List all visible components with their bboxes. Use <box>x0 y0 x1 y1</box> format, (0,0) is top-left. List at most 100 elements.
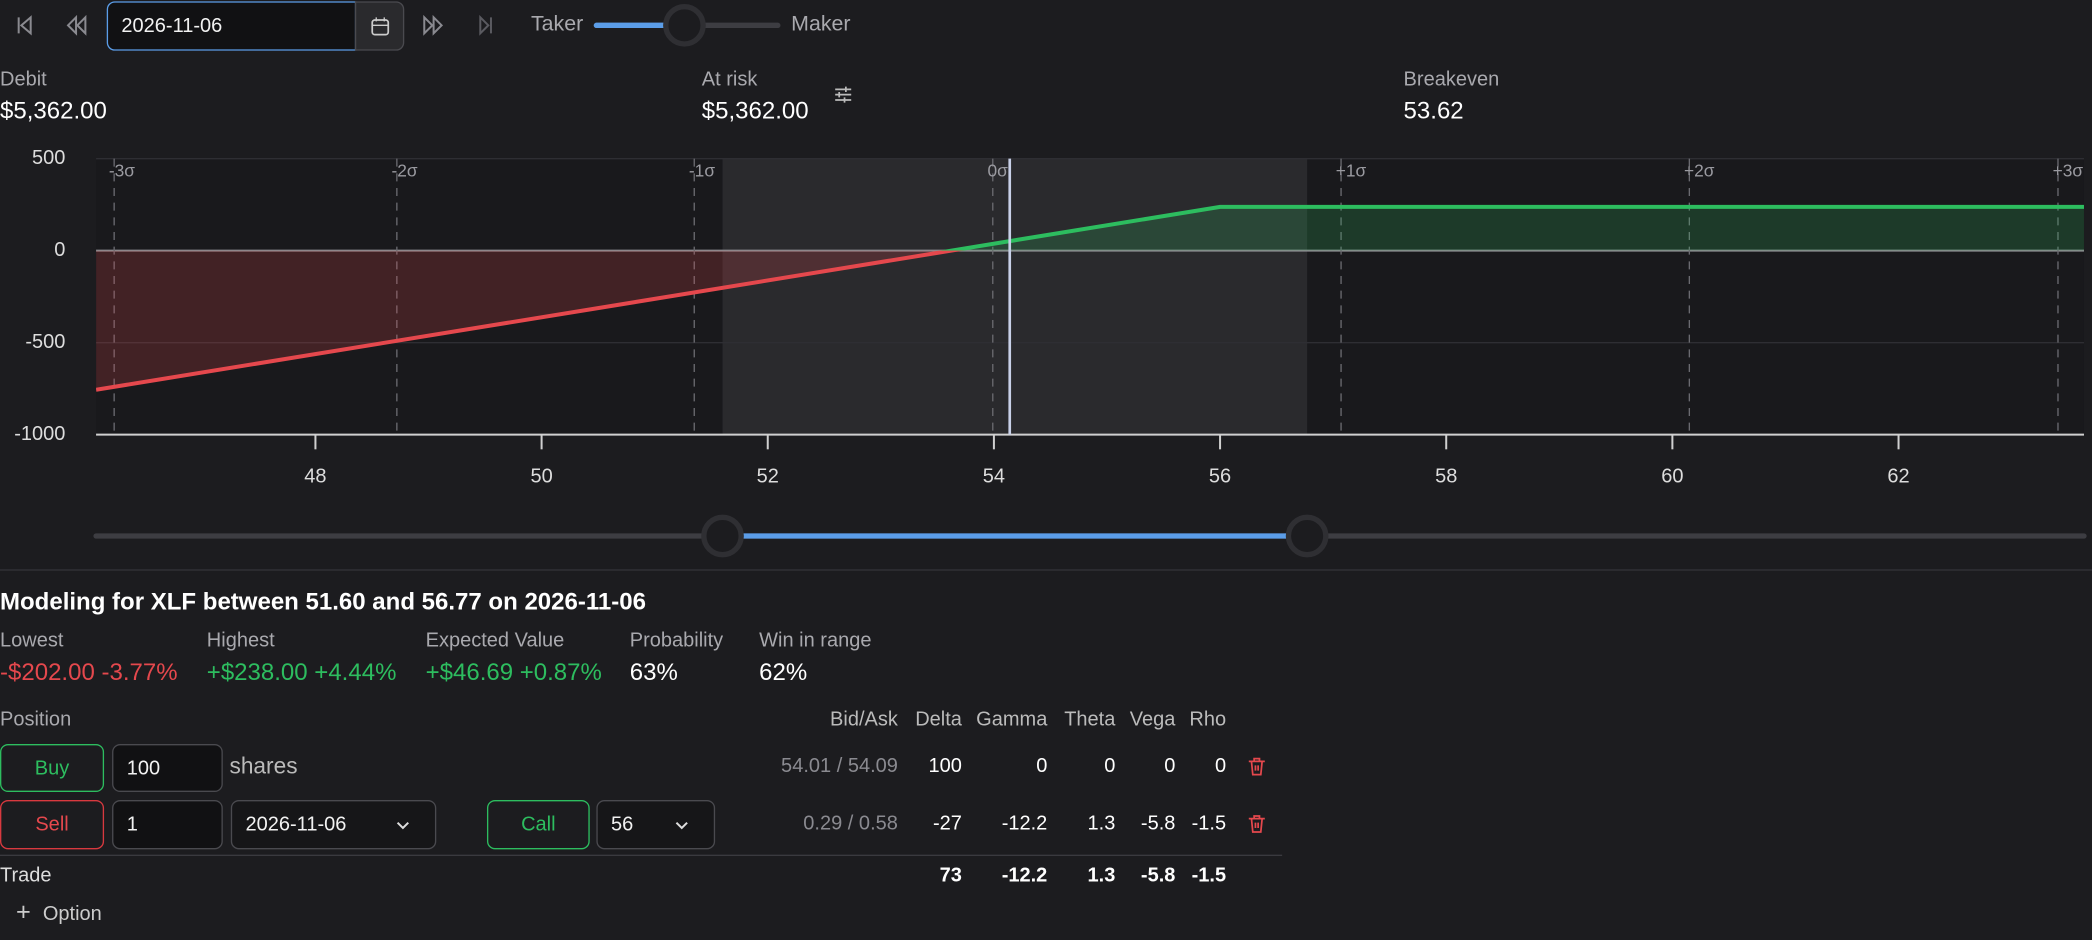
stat-label: Win in range <box>759 629 872 652</box>
debit-value: $5,362.00 <box>0 97 107 124</box>
column-header: Delta <box>915 707 962 731</box>
range-handle[interactable] <box>1285 514 1329 558</box>
total-divider <box>0 854 1283 856</box>
kind: Call <box>521 813 556 836</box>
stat-value: +$238.00 +4.44% <box>206 658 397 686</box>
x-tick-label: 56 <box>1209 466 1231 488</box>
call-button[interactable]: Call <box>486 799 590 850</box>
strike: 56 <box>611 813 634 836</box>
total-greek: 1.3 <box>1087 863 1116 887</box>
greek: -5.8 <box>1140 811 1176 835</box>
quantity-input[interactable]: 1 <box>112 799 223 850</box>
add-option[interactable]: + Option <box>16 898 102 928</box>
quantity-input[interactable]: 100 <box>112 743 223 792</box>
side: Sell <box>35 813 69 836</box>
greek: 0 <box>1214 754 1227 778</box>
y-tick-label: 0 <box>54 239 65 261</box>
at-risk-value: $5,362.00 <box>701 97 809 124</box>
sigma-label: +1σ <box>1336 161 1367 181</box>
stat-label: Highest <box>206 629 275 652</box>
quantity: 1 <box>126 813 138 836</box>
expiry: 2026-11-06 <box>245 813 347 836</box>
date-value: 2026-11-06 <box>121 14 223 38</box>
greek: -1.5 <box>1191 811 1227 835</box>
at-risk-label: At risk <box>701 67 758 91</box>
greek: 0 <box>1104 754 1116 778</box>
pnl-chart: 500 0 -500 -1000 48 50 52 54 56 58 60 62 -3σ -2σ -1σ 0σ… <box>14 147 2087 558</box>
forward-button[interactable] <box>423 14 444 36</box>
column-header: Gamma <box>976 707 1048 731</box>
y-tick-label: -500 <box>25 331 65 353</box>
sigma-label: -1σ <box>689 161 715 181</box>
debit-label: Debit <box>0 67 47 91</box>
taker-label: Taker <box>531 13 584 36</box>
side: Buy <box>34 756 70 780</box>
last-button[interactable] <box>479 14 492 36</box>
stat-value: -$202.00 -3.77% <box>0 658 178 686</box>
pnl-line <box>938 204 2084 251</box>
delete-button[interactable] <box>1246 813 1267 834</box>
trash-icon <box>1248 815 1265 833</box>
stat-value: 62% <box>759 658 808 686</box>
toolbar-icons <box>17 14 492 36</box>
sigma-label: +3σ <box>2053 161 2084 181</box>
pnl-line <box>96 250 964 392</box>
x-tick-label: 50 <box>530 466 552 488</box>
x-tick-label: 54 <box>983 466 1005 488</box>
pnl-area <box>96 250 2084 390</box>
stat-value: +$46.69 +0.87% <box>425 658 602 686</box>
buy-button[interactable]: Buy <box>0 743 105 792</box>
total-greek: 73 <box>939 863 962 887</box>
greek: 1.3 <box>1087 811 1116 835</box>
bid-ask: 0.29 / 0.58 <box>803 811 898 835</box>
stat-label: Lowest <box>0 629 64 652</box>
position-heading: Position <box>0 707 72 731</box>
modeling-title: Modeling for XLF between 51.60 and 56.77… <box>0 587 646 615</box>
column-header: Bid/Ask <box>830 707 898 731</box>
stat-value: 63% <box>629 658 678 686</box>
back-button[interactable] <box>66 14 87 36</box>
greek: 100 <box>928 754 962 778</box>
stat-label: Probability <box>629 629 724 652</box>
strike-select[interactable]: 56 <box>596 799 716 850</box>
greek: 0 <box>1036 754 1048 778</box>
x-tick-label: 62 <box>1887 466 1909 488</box>
column-header: Rho <box>1189 707 1227 731</box>
sigma-label: 0σ <box>987 161 1008 181</box>
x-tick-label: 52 <box>757 466 779 488</box>
calendar-icon <box>370 16 389 35</box>
chevron <box>396 821 409 830</box>
sigma-label: +2σ <box>1684 161 1715 181</box>
add-option-label: Option <box>42 902 102 926</box>
greek: -27 <box>933 811 962 835</box>
expiry-select[interactable]: 2026-11-06 <box>230 799 437 850</box>
sigma-label: -2σ <box>392 161 418 181</box>
maker-label: Maker <box>791 13 851 36</box>
bid-ask: 54.01 / 54.09 <box>781 754 898 778</box>
x-tick-label: 60 <box>1661 466 1683 488</box>
range-handle[interactable] <box>701 514 744 558</box>
total-greek: -5.8 <box>1140 863 1176 887</box>
settings-icon[interactable] <box>833 84 854 105</box>
total-greek: -1.5 <box>1191 863 1227 887</box>
plus-icon: + <box>16 898 31 927</box>
date-input[interactable]: 2026-11-06 <box>106 1 357 51</box>
breakeven-label: Breakeven <box>1403 67 1500 91</box>
calendar-button[interactable] <box>354 1 405 51</box>
total-label: Trade <box>0 863 52 887</box>
sell-button[interactable]: Sell <box>0 799 105 850</box>
greek: -12.2 <box>1001 811 1048 835</box>
unit: shares <box>229 753 298 779</box>
greek: 0 <box>1164 754 1176 778</box>
chevron <box>675 821 688 830</box>
delete-button[interactable] <box>1246 756 1267 777</box>
trash-icon <box>1248 757 1265 776</box>
sigma-label: -3σ <box>109 161 135 181</box>
modeled-range <box>722 158 1308 435</box>
column-header: Theta <box>1064 707 1116 731</box>
taker-maker-slider[interactable] <box>587 0 787 53</box>
x-tick-label: 58 <box>1435 466 1457 488</box>
first-button[interactable] <box>17 15 32 36</box>
